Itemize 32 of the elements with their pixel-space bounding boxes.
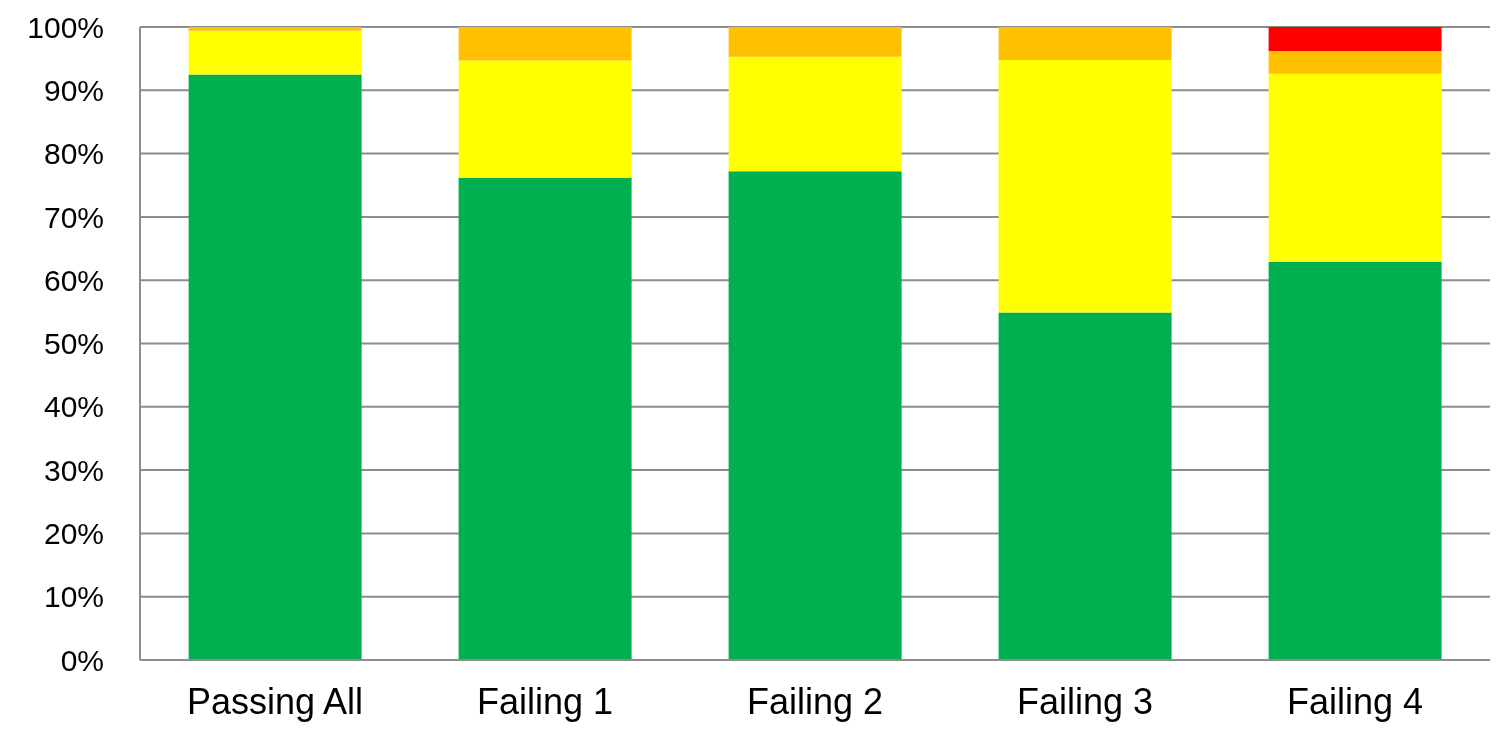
bar xyxy=(728,171,902,660)
bar xyxy=(458,27,632,61)
bar xyxy=(728,27,902,57)
bar xyxy=(1268,51,1442,74)
y-tick-label: 30% xyxy=(43,453,104,487)
y-tick-label: 100% xyxy=(27,10,104,44)
y-tick-label: 40% xyxy=(43,390,104,424)
y-tick-label: 60% xyxy=(43,263,104,297)
bar xyxy=(1268,27,1442,52)
bar xyxy=(1268,261,1442,660)
y-tick-label: 0% xyxy=(60,643,104,677)
bar xyxy=(188,27,362,31)
x-tick-label: Failing 1 xyxy=(476,680,614,722)
bar xyxy=(188,30,362,75)
y-tick-label: 80% xyxy=(43,137,104,171)
x-tick-label: Failing 4 xyxy=(1286,680,1424,722)
bar xyxy=(188,74,362,660)
x-tick-label: Passing All xyxy=(186,680,364,722)
y-tick-label: 20% xyxy=(43,517,104,551)
bar xyxy=(458,60,632,178)
bar xyxy=(458,177,632,660)
bar xyxy=(998,27,1172,60)
x-tick-label: Failing 2 xyxy=(746,680,884,722)
y-tick-label: 90% xyxy=(43,73,104,107)
bar xyxy=(998,312,1172,660)
y-tick-label: 50% xyxy=(43,327,104,361)
y-tick-label: 10% xyxy=(43,580,104,614)
y-tick-label: 70% xyxy=(43,200,104,234)
bar xyxy=(1268,73,1442,262)
x-tick-label: Failing 3 xyxy=(1016,680,1154,722)
bar xyxy=(728,56,902,172)
bar xyxy=(998,59,1172,313)
